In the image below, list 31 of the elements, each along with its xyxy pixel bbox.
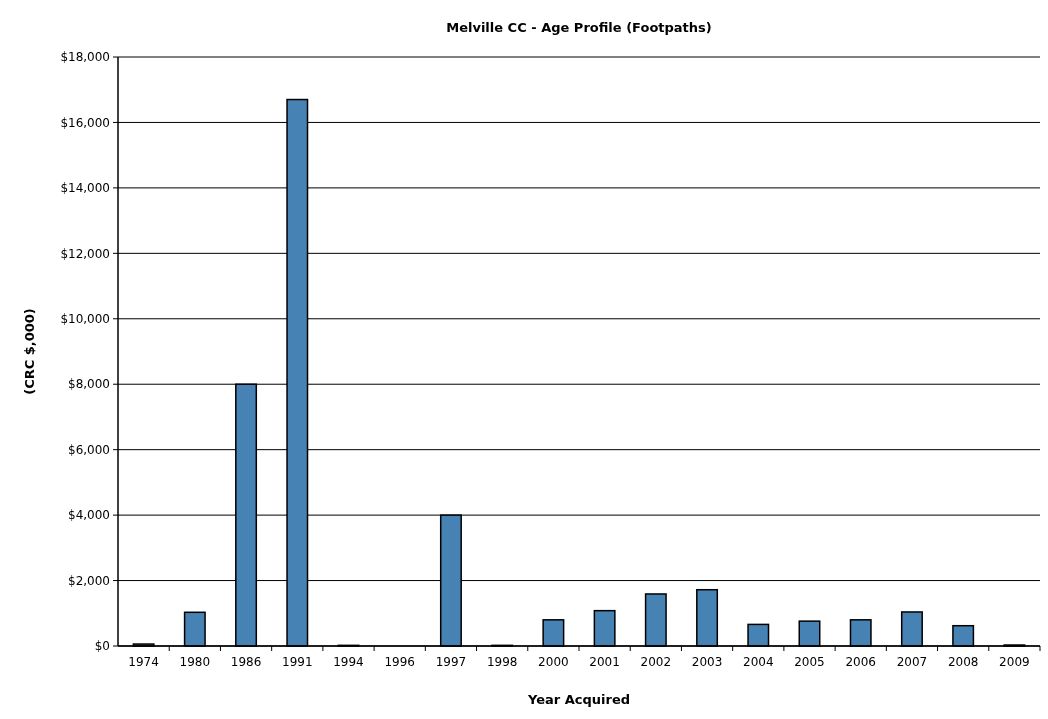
x-tick-label: 2004 [743,655,774,669]
y-axis-title: (CRC $,000) [22,308,37,395]
x-tick-label: 2005 [794,655,825,669]
y-tick-label: $16,000 [60,115,110,130]
x-tick-label: 2003 [691,655,723,669]
x-tick-label: 2000 [538,655,569,669]
x-tick-label: 2009 [999,655,1030,669]
x-tick-label: 2006 [845,655,876,669]
x-tick-label: 1998 [486,655,518,669]
x-tick-label: 2001 [589,655,620,669]
y-tick-label: $8,000 [68,377,110,392]
y-tick-label: $10,000 [60,311,110,326]
y-tick-label: $4,000 [68,508,110,523]
x-tick-label: 1974 [128,655,159,669]
y-tick-label: $12,000 [60,246,110,261]
x-tick-label: 1994 [333,655,364,669]
y-tick-label: $14,000 [60,181,110,196]
x-tick-label: 1991 [282,655,313,669]
x-tick-label: 1986 [230,655,262,669]
x-tick-label: 1997 [435,655,467,669]
x-tick-label: 1980 [179,655,211,669]
x-tick-label: 1996 [384,655,415,669]
y-tick-label: $2,000 [68,573,110,588]
chart-title: Melville CC - Age Profile (Footpaths) [446,20,712,35]
y-tick-label: $6,000 [68,442,110,457]
x-tick-label: 2007 [896,655,928,669]
x-axis-title: Year Acquired [526,692,631,707]
x-tick-label: 2008 [947,655,979,669]
x-tick-label: 2002 [640,655,672,669]
y-tick-label: $18,000 [60,50,110,65]
y-tick-label: $0 [94,639,110,654]
